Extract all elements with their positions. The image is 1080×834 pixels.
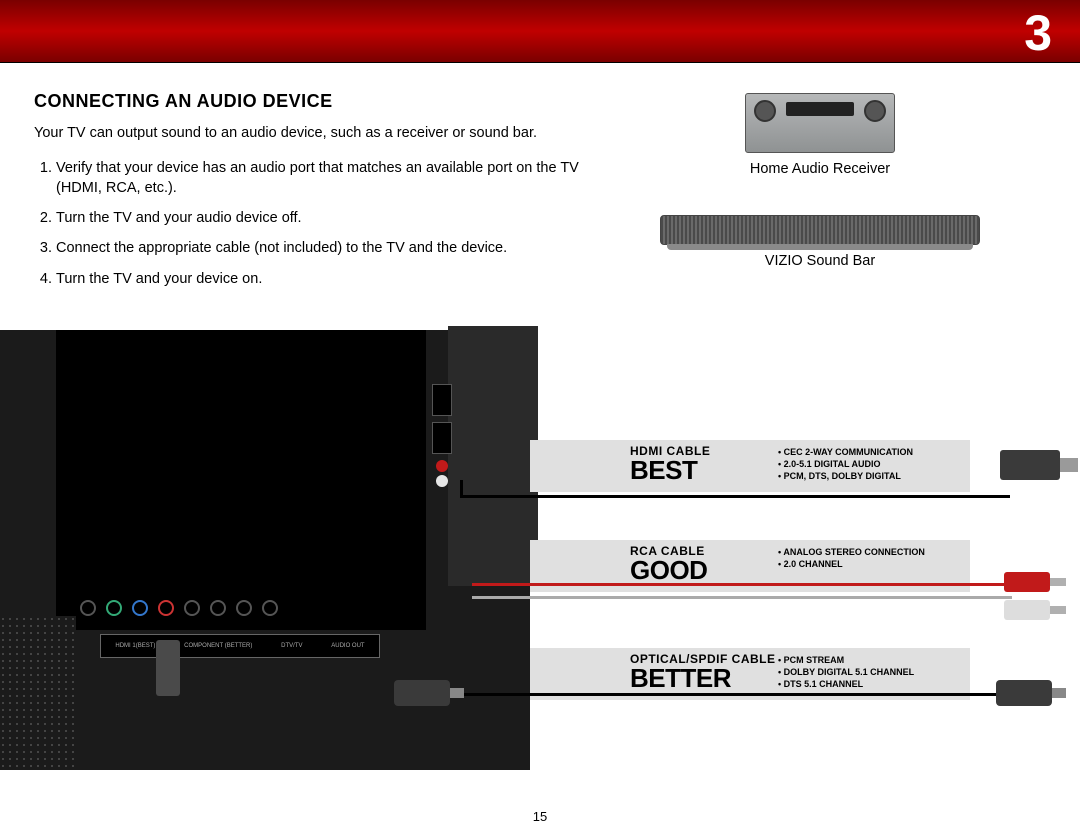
port-label: DTV/TV <box>281 643 302 649</box>
page-number: 15 <box>533 809 547 824</box>
tv-side-panel <box>448 326 538 586</box>
optical-cable-line <box>430 693 1000 696</box>
rca-rating: GOOD <box>630 558 707 583</box>
rca-white-port <box>436 475 448 487</box>
speaker-mesh <box>0 616 76 770</box>
rca-white-line <box>472 596 1012 599</box>
page-content: CONNECTING AN AUDIO DEVICE Your TV can o… <box>0 63 1080 289</box>
port-label: HDMI 1(BEST) <box>115 643 155 649</box>
port-dot <box>158 600 174 616</box>
side-port-column <box>428 378 456 578</box>
port-dot <box>132 600 148 616</box>
soundbar-label: VIZIO Sound Bar <box>640 253 1000 269</box>
port-dot <box>210 600 226 616</box>
receiver-slot <box>786 102 854 116</box>
steps-list: Verify that your device has an audio por… <box>34 158 614 289</box>
hdmi-feat-2: 2.0-5.1 DIGITAL AUDIO <box>778 458 913 470</box>
receiver-label: Home Audio Receiver <box>640 161 1000 177</box>
optical-feat-1: PCM STREAM <box>778 654 914 666</box>
chapter-number: 3 <box>1024 4 1052 62</box>
optical-right-connector-icon <box>996 680 1052 706</box>
bottom-port-row <box>80 590 390 626</box>
rca-red-line <box>472 583 1012 586</box>
step-3: Connect the appropriate cable (not inclu… <box>56 238 614 258</box>
usb-port <box>432 384 452 416</box>
step-1: Verify that your device has an audio por… <box>56 158 614 199</box>
tv-body <box>56 330 426 630</box>
hdmi-rating: BEST <box>630 458 710 483</box>
hdmi-cable-riser <box>460 480 463 498</box>
rca-feat-1: ANALOG STEREO CONNECTION <box>778 546 925 558</box>
optical-feat-2: DOLBY DIGITAL 5.1 CHANNEL <box>778 666 914 678</box>
receiver-illustration <box>745 93 895 153</box>
optical-left-connector-icon <box>394 680 450 706</box>
port-label: COMPONENT (BETTER) <box>184 643 252 649</box>
step-2: Turn the TV and your audio device off. <box>56 208 614 228</box>
tv-back-panel: HDMI 1(BEST) COMPONENT (BETTER) DTV/TV A… <box>0 330 530 770</box>
hdmi-plugged-icon <box>156 640 180 696</box>
hdmi-feat-1: CEC 2-WAY COMMUNICATION <box>778 446 913 458</box>
rca-red-port <box>436 460 448 472</box>
soundbar-illustration <box>660 215 980 245</box>
hdmi-cable-box: HDMI CABLE BEST CEC 2-WAY COMMUNICATION … <box>530 440 970 492</box>
rca-feat-2: 2.0 CHANNEL <box>778 558 925 570</box>
port-dot <box>236 600 252 616</box>
hdmi-feat-3: PCM, DTS, DOLBY DIGITAL <box>778 470 913 482</box>
port-label: AUDIO OUT <box>331 643 364 649</box>
hdmi-cable-line <box>460 495 1010 498</box>
step-4: Turn the TV and your device on. <box>56 269 614 289</box>
chapter-header-band: 3 <box>0 0 1080 62</box>
port-dot <box>262 600 278 616</box>
rca-red-connector-icon <box>1004 572 1050 592</box>
optical-feat-3: DTS 5.1 CHANNEL <box>778 678 914 690</box>
port-label-strip: HDMI 1(BEST) COMPONENT (BETTER) DTV/TV A… <box>100 634 380 658</box>
port-dot <box>184 600 200 616</box>
hdmi-features: CEC 2-WAY COMMUNICATION 2.0-5.1 DIGITAL … <box>778 446 913 482</box>
port-dot <box>80 600 96 616</box>
devices-column: Home Audio Receiver VIZIO Sound Bar <box>640 93 1000 269</box>
port-dot <box>106 600 122 616</box>
hdmi-connector-icon <box>1000 450 1060 480</box>
optical-rating: BETTER <box>630 666 776 691</box>
intro-paragraph: Your TV can output sound to an audio dev… <box>34 124 594 144</box>
rca-white-connector-icon <box>1004 600 1050 620</box>
hdmi-side-port <box>432 422 452 454</box>
optical-features: PCM STREAM DOLBY DIGITAL 5.1 CHANNEL DTS… <box>778 654 914 690</box>
rca-features: ANALOG STEREO CONNECTION 2.0 CHANNEL <box>778 546 925 570</box>
